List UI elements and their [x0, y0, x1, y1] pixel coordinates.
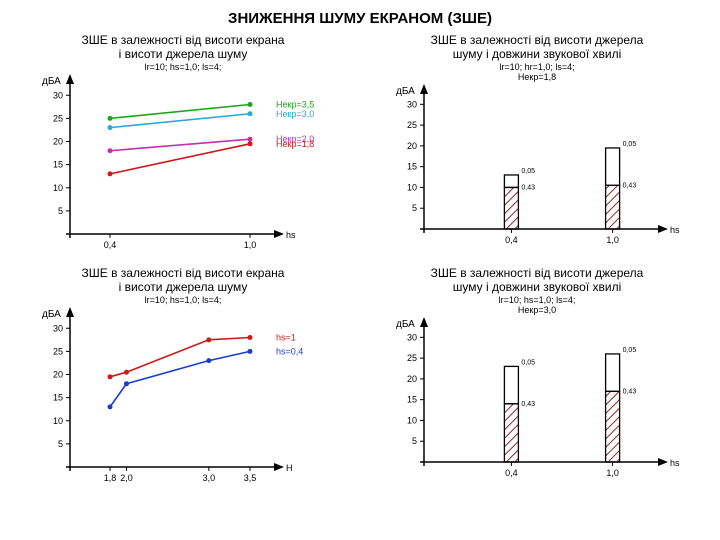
svg-text:10: 10 — [53, 183, 63, 193]
svg-text:15: 15 — [407, 161, 417, 171]
chart-bl: 5 10 15 20 25 30 дБА Н 1,82,0 3,0 3,5 hs=1 hs=0,4 — [10, 305, 350, 495]
svg-text:20: 20 — [53, 136, 63, 146]
svg-text:дБА: дБА — [42, 309, 61, 320]
svg-text:25: 25 — [407, 120, 417, 130]
panel-bl-sub: lr=10; hs=1,0; ls=4; — [10, 295, 356, 305]
svg-text:30: 30 — [53, 323, 63, 333]
panel-bl-title: ЗШЕ в залежності від висоти екранаі висо… — [10, 266, 356, 295]
svg-text:0,4: 0,4 — [505, 468, 518, 478]
svg-text:5: 5 — [412, 203, 417, 213]
svg-text:hs=1: hs=1 — [276, 332, 296, 342]
svg-text:Некр=3,0: Некр=3,0 — [276, 109, 314, 119]
svg-text:15: 15 — [53, 159, 63, 169]
svg-text:20: 20 — [53, 369, 63, 379]
svg-text:дБА: дБА — [42, 76, 61, 87]
svg-text:дБА: дБА — [396, 319, 415, 330]
svg-text:3,0: 3,0 — [203, 473, 216, 483]
panel-br-sub2: Некр=3,0 — [364, 305, 710, 315]
panel-bottom-right: ЗШЕ в залежності від висоти джерелашуму … — [364, 266, 710, 495]
svg-text:0,43: 0,43 — [521, 184, 535, 191]
panel-br-title: ЗШЕ в залежності від висоти джерелашуму … — [364, 266, 710, 295]
svg-text:5: 5 — [58, 438, 63, 448]
svg-text:hs=0,4: hs=0,4 — [276, 346, 303, 356]
svg-text:10: 10 — [407, 182, 417, 192]
svg-text:25: 25 — [407, 353, 417, 363]
svg-text:30: 30 — [407, 99, 417, 109]
svg-text:15: 15 — [53, 392, 63, 402]
svg-text:2,0: 2,0 — [120, 473, 133, 483]
svg-text:hs: hs — [286, 230, 296, 240]
page-title: ЗНИЖЕННЯ ШУМУ ЕКРАНОМ (ЗШЕ) — [10, 10, 710, 27]
svg-text:30: 30 — [407, 332, 417, 342]
svg-text:15: 15 — [407, 394, 417, 404]
panel-top-left: ЗШЕ в залежності від висоти екранаі висо… — [10, 33, 356, 262]
svg-text:3,5: 3,5 — [244, 473, 257, 483]
panel-bottom-left: ЗШЕ в залежності від висоти екранаі висо… — [10, 266, 356, 495]
svg-text:1,8: 1,8 — [104, 473, 117, 483]
chart-tr: 5 10 15 20 25 30 дБА hs 0,05 0,43 0,4 0,05 0,43 1,0 — [364, 82, 704, 257]
svg-text:0,4: 0,4 — [505, 235, 518, 245]
svg-text:hs: hs — [670, 458, 680, 468]
panel-tr-sub2: Некр=1,8 — [364, 72, 710, 82]
svg-text:5: 5 — [58, 206, 63, 216]
svg-text:0,4: 0,4 — [104, 240, 117, 250]
panel-br-sub: lr=10; hs=1,0; ls=4; — [364, 295, 710, 305]
svg-text:10: 10 — [407, 415, 417, 425]
svg-text:hs: hs — [670, 225, 680, 235]
svg-text:0,05: 0,05 — [623, 141, 637, 148]
svg-text:25: 25 — [53, 113, 63, 123]
svg-text:0,05: 0,05 — [521, 359, 535, 366]
svg-text:1,0: 1,0 — [606, 235, 619, 245]
panel-tr-sub: lr=10; hr=1,0; ls=4; — [364, 62, 710, 72]
svg-text:0,05: 0,05 — [623, 347, 637, 354]
panel-tl-sub: lr=10; hs=1,0; ls=4; — [10, 62, 356, 72]
chart-br: 5 10 15 20 25 30 дБА hs 0,05 0,43 0,4 0,05 0,43 1,0 — [364, 315, 704, 490]
svg-text:Н: Н — [286, 463, 293, 473]
svg-text:25: 25 — [53, 346, 63, 356]
panel-tl-title: ЗШЕ в залежності від висоти екранаі висо… — [10, 33, 356, 62]
panel-tr-title: ЗШЕ в залежності від висоти джерелашуму … — [364, 33, 710, 62]
svg-text:5: 5 — [412, 436, 417, 446]
svg-text:20: 20 — [407, 141, 417, 151]
svg-text:дБА: дБА — [396, 86, 415, 97]
svg-text:Некр=1,8: Некр=1,8 — [276, 139, 314, 149]
svg-text:0,05: 0,05 — [521, 168, 535, 175]
panel-top-right: ЗШЕ в залежності від висоти джерелашуму … — [364, 33, 710, 262]
svg-text:1,0: 1,0 — [244, 240, 257, 250]
svg-text:10: 10 — [53, 415, 63, 425]
svg-text:0,43: 0,43 — [623, 388, 637, 395]
svg-text:1,0: 1,0 — [606, 468, 619, 478]
svg-text:20: 20 — [407, 373, 417, 383]
svg-text:30: 30 — [53, 90, 63, 100]
chart-tl: 51015202530дБАhs0,41,0Некр=3,5Некр=3,0Не… — [10, 72, 350, 262]
svg-text:0,43: 0,43 — [521, 400, 535, 407]
charts-grid: ЗШЕ в залежності від висоти екранаі висо… — [10, 33, 710, 495]
svg-text:0,43: 0,43 — [623, 182, 637, 189]
